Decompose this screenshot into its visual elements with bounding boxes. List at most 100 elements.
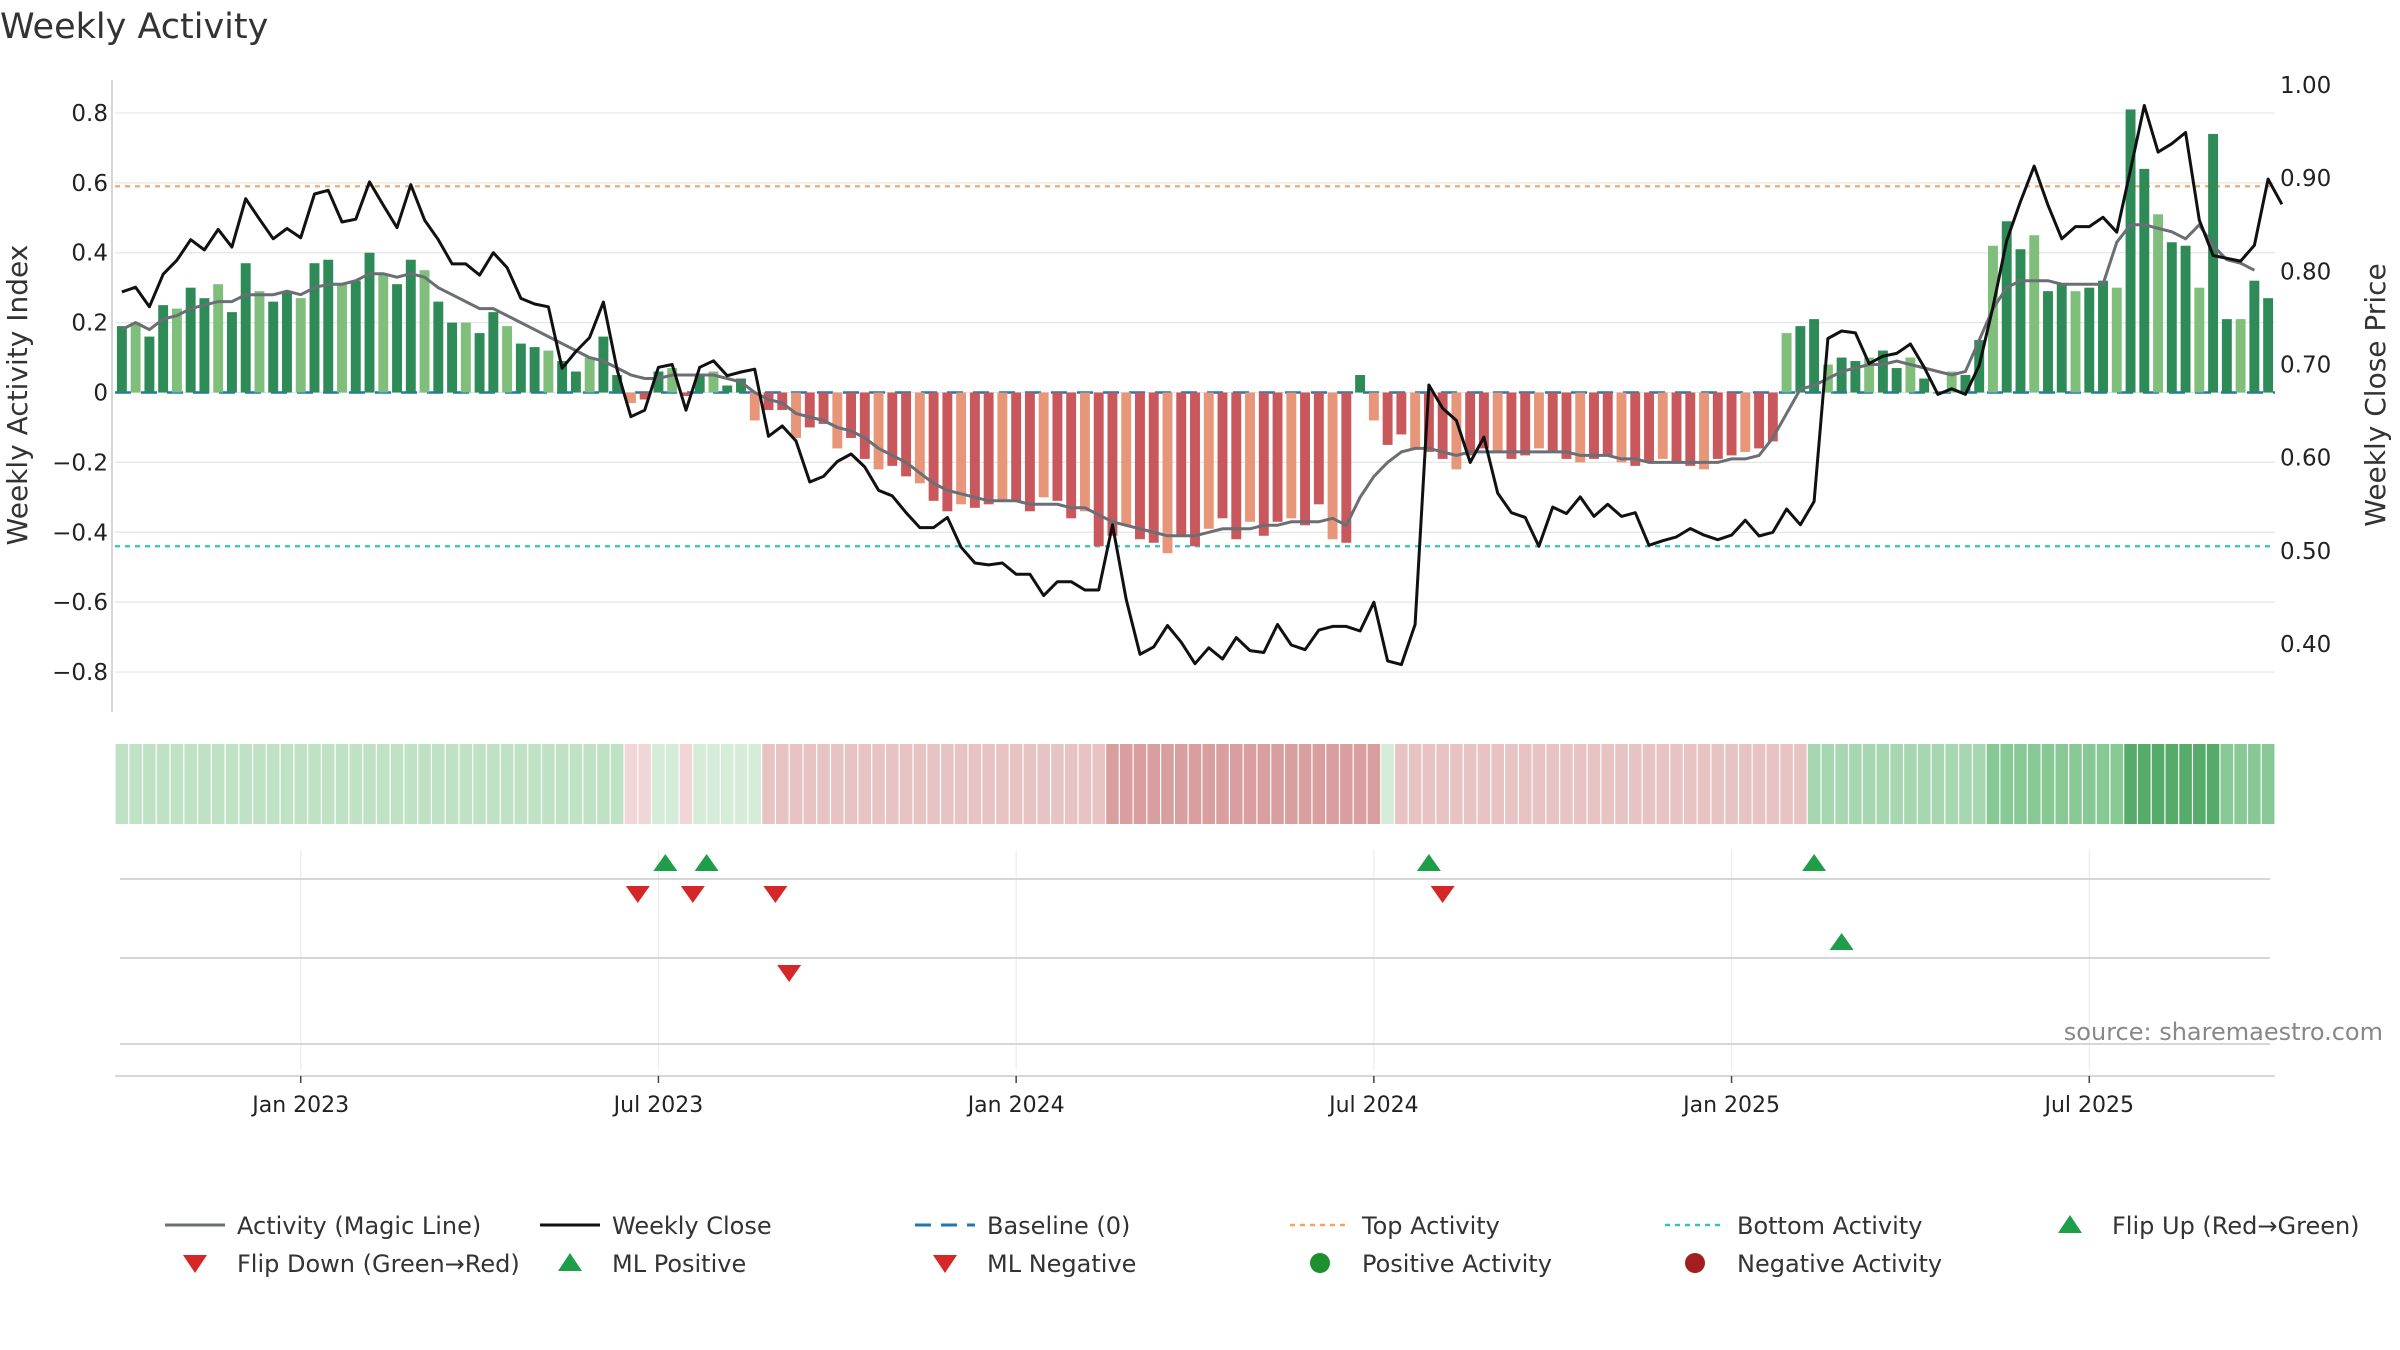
- band-cell: [2261, 744, 2275, 824]
- band-cell: [459, 744, 473, 824]
- band-cell: [1711, 744, 1725, 824]
- weekly-close-line: [121, 104, 2284, 667]
- band-cell: [528, 744, 541, 824]
- band-cell: [1684, 744, 1697, 824]
- activity-bar: [295, 298, 306, 393]
- activity-bar: [1313, 392, 1324, 505]
- band-cell: [555, 744, 569, 824]
- flip-down-marker: [1430, 886, 1455, 903]
- x-tick-label: Jan 2023: [250, 1093, 349, 1118]
- legend-label: Positive Activity: [1362, 1250, 1552, 1278]
- activity-bar: [185, 287, 196, 393]
- band-cell: [941, 744, 954, 824]
- activity-bar: [584, 357, 595, 393]
- activity-bar: [1162, 392, 1173, 554]
- activity-bar: [777, 392, 788, 410]
- activity-bar: [859, 392, 870, 459]
- activity-bar: [997, 392, 1008, 501]
- band-cell: [831, 744, 844, 824]
- activity-bar: [158, 305, 169, 393]
- band-cell: [1560, 744, 1573, 824]
- band-cell: [445, 744, 459, 824]
- x-tick-label: Jul 2025: [2043, 1093, 2135, 1118]
- activity-bar: [1960, 375, 1971, 393]
- signal-markers: [120, 854, 2270, 1045]
- activity-bar: [612, 375, 623, 393]
- activity-bar: [1533, 392, 1544, 449]
- band-cell: [1174, 744, 1188, 824]
- activity-bar: [392, 284, 402, 393]
- activity-bar: [474, 333, 485, 393]
- band-cell: [1518, 744, 1532, 824]
- band-cell: [899, 744, 913, 824]
- activity-bar: [2070, 291, 2081, 393]
- activity-bar: [1589, 392, 1599, 459]
- x-tick-label: Jul 2023: [612, 1093, 704, 1118]
- activity-bar: [1699, 392, 1709, 470]
- band-cell: [1092, 744, 1105, 824]
- activity-bar: [1864, 357, 1875, 393]
- legend-label: Flip Up (Red→Green): [2112, 1212, 2360, 1240]
- activity-bar: [1905, 357, 1916, 393]
- activity-bar: [2263, 298, 2274, 393]
- y-tick-label: −0.8: [52, 660, 108, 686]
- activity-bar: [942, 392, 953, 512]
- band-cell: [129, 744, 142, 824]
- activity-bar: [2084, 287, 2095, 393]
- y2-tick-label: 0.80: [2280, 259, 2331, 285]
- band-cell: [2000, 744, 2013, 824]
- band-cell: [1573, 744, 1587, 824]
- x-tick-label: Jan 2025: [1681, 1093, 1780, 1118]
- activity-bar: [901, 392, 912, 477]
- band-cell: [2248, 744, 2261, 824]
- y2-tick-label: 0.90: [2280, 166, 2331, 192]
- y-tick-label: 0.8: [71, 101, 108, 127]
- legend-swatch: [183, 1255, 207, 1273]
- band-cell: [1601, 744, 1615, 824]
- band-cell: [2069, 744, 2082, 824]
- band-cell: [1161, 744, 1174, 824]
- band-cell: [886, 744, 899, 824]
- activity-bar: [708, 371, 719, 393]
- band-cell: [1133, 744, 1147, 824]
- legend-label: Flip Down (Green→Red): [237, 1250, 520, 1278]
- flip-down-marker: [680, 886, 705, 903]
- band-cell: [748, 744, 762, 824]
- activity-bar: [1382, 392, 1393, 445]
- activity-bar: [1754, 392, 1765, 449]
- band-cell: [2124, 744, 2137, 824]
- band-cell: [1917, 744, 1931, 824]
- band-cell: [115, 744, 129, 824]
- band-cell: [569, 744, 583, 824]
- band-cell: [1670, 744, 1683, 824]
- legend-label: Top Activity: [1361, 1212, 1500, 1240]
- activity-bar: [1712, 392, 1723, 459]
- activity-bar: [1740, 392, 1751, 452]
- band-cell: [1188, 744, 1202, 824]
- band-cell: [239, 744, 252, 824]
- activity-bar: [309, 263, 320, 393]
- band-cell: [1243, 744, 1257, 824]
- activity-bar: [1272, 392, 1283, 522]
- y2-tick-label: 0.40: [2280, 632, 2331, 658]
- band-cell: [363, 744, 376, 824]
- y2-tick-label: 0.60: [2280, 446, 2331, 472]
- band-cell: [1436, 744, 1449, 824]
- activity-bar: [1203, 392, 1214, 529]
- legend-label: Baseline (0): [987, 1212, 1130, 1240]
- band-cell: [1697, 744, 1711, 824]
- band-cell: [1408, 744, 1422, 824]
- activity-bar: [1726, 392, 1737, 456]
- band-cell: [1340, 744, 1353, 824]
- band-cell: [927, 744, 940, 824]
- band-cell: [2206, 744, 2220, 824]
- band-cell: [1216, 744, 1229, 824]
- x-tick-label: Jul 2024: [1327, 1093, 1419, 1118]
- activity-bar: [2235, 319, 2246, 393]
- band-cell: [734, 744, 748, 824]
- band-cell: [2220, 744, 2234, 824]
- band-cell: [1119, 744, 1133, 824]
- activity-bar: [846, 392, 857, 438]
- activity-bar: [694, 375, 705, 393]
- band-cell: [1959, 744, 1972, 824]
